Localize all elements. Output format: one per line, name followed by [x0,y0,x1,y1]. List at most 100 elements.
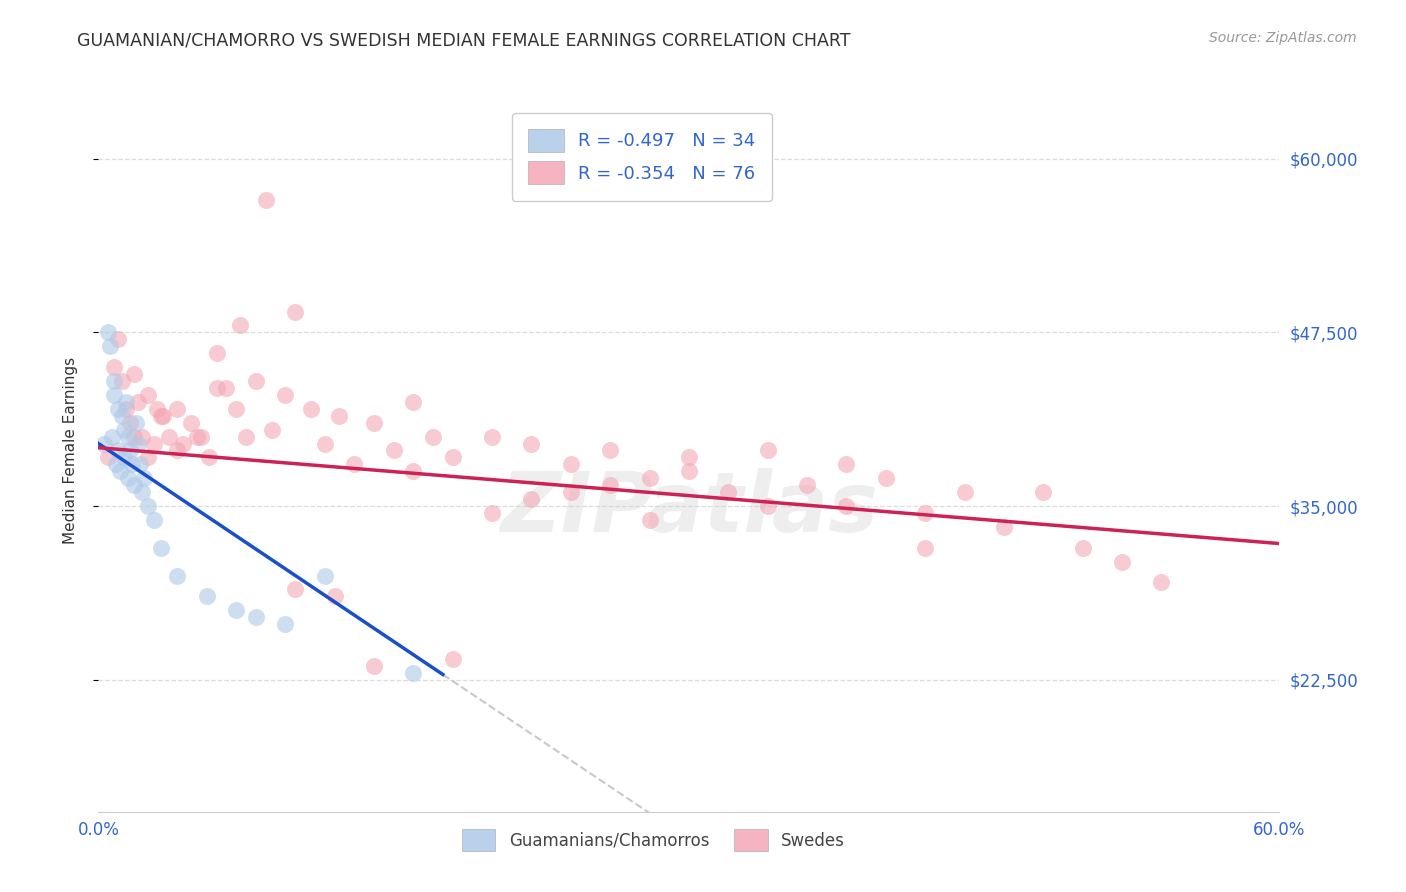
Point [402,464,425,478]
Point [132,471,155,485]
Point [638,513,661,527]
Point [1150,575,1173,590]
Point [103,360,125,375]
Point [105,458,128,472]
Point [520,436,543,450]
Point [245,374,267,388]
Point [875,471,897,485]
Point [835,499,858,513]
Point [197,450,219,465]
Point [835,458,858,472]
Point [107,332,129,346]
Point [225,401,247,416]
Point [215,381,238,395]
Point [328,409,350,423]
Point [914,541,936,555]
Point [115,394,138,409]
Point [127,436,149,450]
Point [314,436,336,450]
Point [274,388,297,402]
Text: ZIPatlas: ZIPatlas [501,467,877,549]
Point [323,590,346,604]
Point [678,450,700,465]
Point [441,450,464,465]
Point [97,450,120,465]
Point [107,401,129,416]
Point [108,464,131,478]
Point [97,326,120,340]
Point [195,590,218,604]
Point [560,485,582,500]
Point [103,388,125,402]
Point [136,388,159,402]
Point [599,478,621,492]
Point [166,568,188,582]
Point [180,416,202,430]
Point [560,458,582,472]
Point [914,506,936,520]
Point [166,443,188,458]
Point [127,394,149,409]
Point [205,346,228,360]
Y-axis label: Median Female Earnings: Median Female Earnings [63,357,77,544]
Point [136,499,159,513]
Point [363,658,385,673]
Legend: Guamanians/Chamorros, Swedes: Guamanians/Chamorros, Swedes [456,822,852,857]
Point [299,401,322,416]
Point [402,394,425,409]
Text: GUAMANIAN/CHAMORRO VS SWEDISH MEDIAN FEMALE EARNINGS CORRELATION CHART: GUAMANIAN/CHAMORRO VS SWEDISH MEDIAN FEM… [77,31,851,49]
Point [101,429,124,443]
Point [796,478,818,492]
Point [166,401,188,416]
Point [245,610,267,624]
Point [402,665,425,680]
Point [1071,541,1094,555]
Point [1032,485,1054,500]
Point [157,429,180,443]
Point [146,401,169,416]
Point [186,429,208,443]
Point [125,416,148,430]
Point [103,374,125,388]
Point [363,416,385,430]
Point [638,471,661,485]
Point [117,471,139,485]
Point [136,450,159,465]
Point [678,464,700,478]
Point [1111,555,1133,569]
Point [122,429,145,443]
Point [93,436,115,450]
Point [229,318,252,333]
Point [481,506,503,520]
Point [152,409,174,423]
Point [756,499,779,513]
Point [131,485,153,500]
Point [128,458,150,472]
Point [599,443,621,458]
Point [441,652,464,666]
Point [98,339,121,353]
Point [422,429,444,443]
Point [284,304,307,318]
Point [205,381,228,395]
Point [111,409,134,423]
Point [225,603,247,617]
Point [150,541,173,555]
Point [131,429,153,443]
Point [111,374,134,388]
Point [235,429,257,443]
Point [122,367,145,381]
Point [953,485,976,500]
Point [118,416,141,430]
Point [481,429,503,443]
Point [150,409,173,423]
Point [314,568,336,582]
Point [520,492,543,507]
Point [382,443,405,458]
Point [260,423,283,437]
Point [117,429,139,443]
Point [172,436,194,450]
Point [190,429,212,443]
Point [274,617,297,632]
Point [112,423,135,437]
